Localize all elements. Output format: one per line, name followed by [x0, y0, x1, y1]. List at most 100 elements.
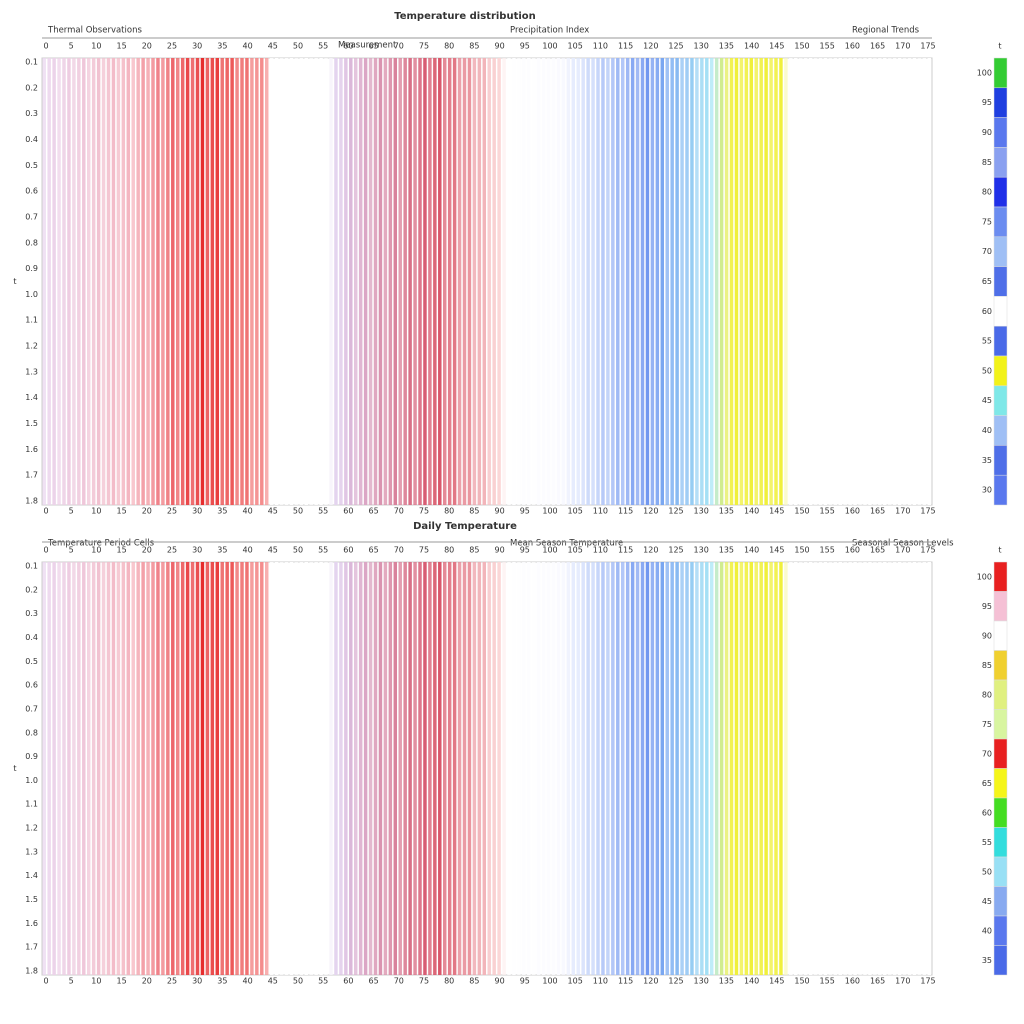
y-label: 1.3: [25, 367, 38, 376]
stripe: [349, 562, 353, 975]
x-label: 110: [593, 507, 608, 516]
stripe: [339, 562, 343, 975]
stripe: [823, 58, 828, 505]
legend-swatch: [993, 266, 1008, 297]
y-label: 0.1: [25, 562, 38, 571]
stripe: [660, 562, 665, 975]
x-label: 35: [217, 977, 227, 986]
stripe: [601, 562, 605, 975]
legend-label: 95: [982, 98, 992, 107]
legend-label: 85: [982, 158, 992, 167]
legend-label: 35: [982, 456, 992, 465]
stripe: [878, 562, 882, 975]
y-label: 0.4: [25, 633, 38, 642]
y-label: 1.2: [25, 342, 38, 351]
stripe: [655, 562, 660, 975]
stripe: [536, 562, 541, 975]
x-label-top: 175: [920, 42, 935, 51]
x-label-top: 50: [293, 42, 303, 51]
stripe: [784, 562, 788, 975]
x-label: 50: [293, 977, 303, 986]
stripe: [522, 58, 526, 505]
x-label: 20: [142, 507, 152, 516]
legend-swatch: [993, 296, 1008, 327]
section-label: Temperature Period Cells: [47, 539, 155, 549]
y-label: 1.8: [25, 967, 38, 976]
legend-swatch: [993, 325, 1008, 357]
stripe: [601, 58, 605, 505]
stripe: [166, 562, 170, 975]
stripe: [190, 58, 195, 505]
stripe: [116, 58, 121, 505]
stripe: [675, 562, 679, 975]
stripe: [408, 58, 412, 505]
stripe: [873, 562, 877, 975]
stripe: [586, 562, 590, 975]
x-label: 5: [69, 977, 74, 986]
stripe: [621, 58, 625, 505]
stripe: [482, 58, 487, 505]
legend-swatch: [993, 57, 1008, 89]
stripe: [813, 58, 818, 505]
stripe: [645, 562, 650, 975]
y-label: 1.4: [25, 871, 38, 880]
stripe: [438, 58, 442, 505]
legend-label: 95: [982, 602, 992, 611]
stripe: [779, 562, 783, 975]
stripe: [433, 58, 437, 505]
section-label: Mean Season Temperature: [510, 539, 623, 549]
legend-swatch: [993, 856, 1008, 887]
stripe: [413, 58, 417, 505]
x-label-top: 5: [69, 42, 74, 51]
x-label: 110: [593, 977, 608, 986]
legend-title: t: [998, 42, 1001, 51]
x-label-top: 155: [820, 42, 835, 51]
stripe: [729, 58, 734, 505]
stripe: [739, 58, 744, 505]
y-label: 0.1: [25, 58, 38, 67]
x-label: 0: [43, 507, 48, 516]
stripe: [754, 562, 758, 975]
stripe: [156, 58, 160, 505]
stripe: [255, 58, 259, 505]
stripe: [131, 58, 135, 505]
stripe: [180, 562, 185, 975]
y-label: 0.6: [25, 681, 38, 690]
stripe: [393, 58, 398, 505]
stripe: [111, 58, 116, 505]
legend-swatch: [993, 945, 1008, 976]
legend-label: 40: [982, 926, 992, 935]
x-label-top: 15: [117, 42, 127, 51]
x-label: 65: [369, 507, 379, 516]
stripe: [645, 58, 650, 505]
stripe: [47, 58, 51, 505]
x-label-top: 130: [694, 42, 709, 51]
x-label-top: 105: [568, 42, 583, 51]
stripe: [472, 58, 477, 505]
stripe: [561, 562, 566, 975]
y-label: 1.7: [25, 943, 38, 952]
stripe: [96, 562, 101, 975]
stripe: [616, 562, 620, 975]
x-label-top: 75: [419, 546, 429, 555]
legend-swatch: [993, 561, 1008, 592]
legend-label: 65: [982, 277, 992, 286]
stripe: [136, 562, 140, 975]
stripe: [744, 58, 749, 505]
stripe: [670, 58, 674, 505]
stripe: [274, 58, 279, 505]
y-label: 0.3: [25, 109, 38, 118]
x-label-top: 55: [318, 546, 328, 555]
y-label: 1.3: [25, 847, 38, 856]
stripe: [507, 562, 511, 975]
stripe: [907, 58, 912, 505]
stripe: [630, 562, 635, 975]
x-label: 175: [920, 977, 935, 986]
x-label: 115: [618, 977, 633, 986]
stripe: [660, 58, 665, 505]
legend-label: 55: [982, 838, 992, 847]
stripe: [803, 58, 808, 505]
legend-label: 90: [982, 128, 992, 137]
x-label: 135: [719, 507, 734, 516]
stripe: [151, 562, 155, 975]
